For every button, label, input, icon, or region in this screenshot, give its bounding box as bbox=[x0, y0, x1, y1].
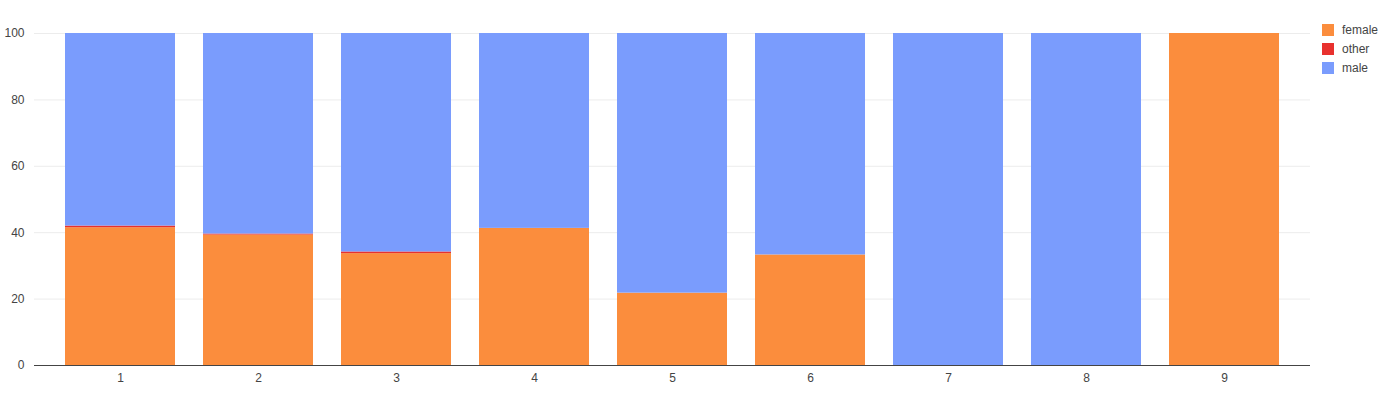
svg-text:8: 8 bbox=[1083, 371, 1090, 385]
svg-text:20: 20 bbox=[11, 292, 25, 306]
svg-text:80: 80 bbox=[11, 93, 25, 107]
html-text:other: other bbox=[1342, 41, 1370, 56]
svg-text:1: 1 bbox=[117, 371, 124, 385]
svg-text:2: 2 bbox=[255, 371, 262, 385]
svg-text:9: 9 bbox=[1221, 371, 1228, 385]
svg-text:0: 0 bbox=[18, 358, 25, 372]
svg-text:60: 60 bbox=[11, 159, 25, 173]
html-text:male: male bbox=[1342, 60, 1368, 75]
svg-text:4: 4 bbox=[531, 371, 538, 385]
svg-text:6: 6 bbox=[807, 371, 814, 385]
svg-text:7: 7 bbox=[945, 371, 952, 385]
svg-text:3: 3 bbox=[393, 371, 400, 385]
svg-text:5: 5 bbox=[669, 371, 676, 385]
svg-text:100: 100 bbox=[4, 26, 24, 40]
svg-text:40: 40 bbox=[11, 226, 25, 240]
html-text:female: female bbox=[1342, 22, 1378, 37]
